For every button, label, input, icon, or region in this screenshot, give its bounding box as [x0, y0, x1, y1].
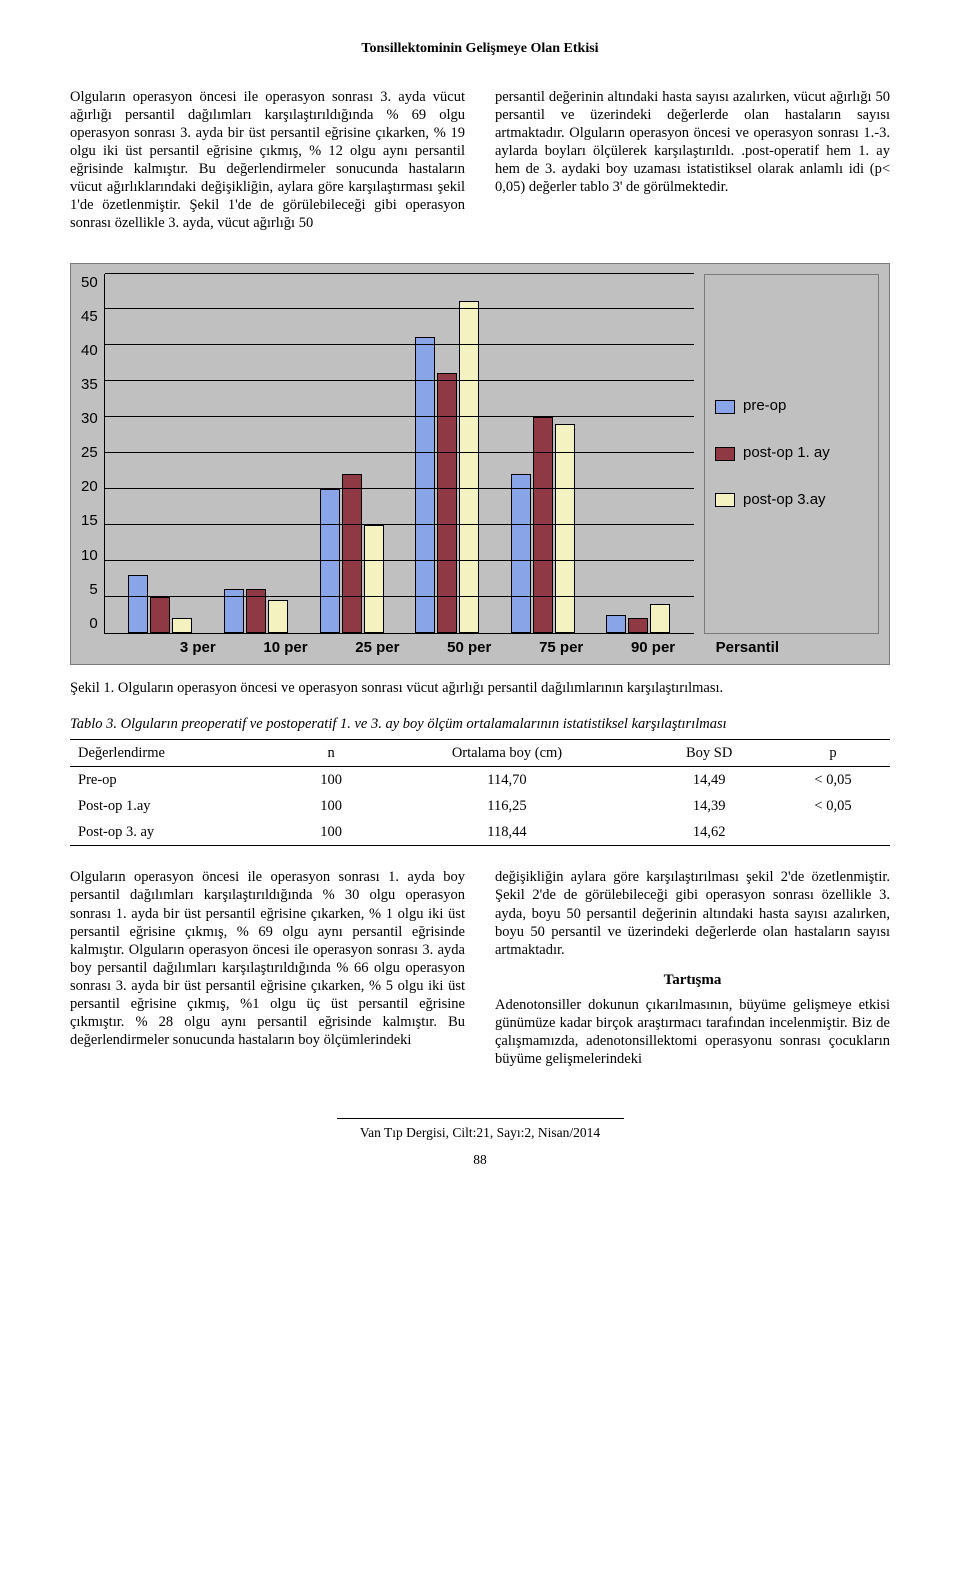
top-para-left: Olguların operasyon öncesi ile operasyon… [70, 88, 465, 233]
bottom-paragraph-block: Olguların operasyon öncesi ile operasyon… [70, 868, 890, 1068]
table-cell: 114,70 [372, 766, 643, 793]
y-tick: 10 [81, 547, 98, 566]
table-cell: 14,62 [642, 819, 776, 846]
table-3-caption: Tablo 3. Olguların preoperatif ve postop… [70, 715, 890, 733]
bar-group [320, 474, 384, 632]
legend-label: pre-op [743, 397, 786, 416]
bar-post-op-3ay [268, 600, 288, 632]
bar-post-op-1ay [437, 373, 457, 632]
y-axis-ticks: 50454035302520151050 [81, 274, 104, 634]
bottom-para-right-2: Adenotonsiller dokunun çıkarılmasının, b… [495, 996, 890, 1069]
section-title-tartisma: Tartışma [495, 971, 890, 990]
bar-post-op-3ay [364, 525, 384, 633]
bar-post-op-1ay [628, 618, 648, 632]
legend-label: post-op 1. ay [743, 444, 830, 463]
table-body: Pre-op100114,7014,49< 0,05Post-op 1.ay10… [70, 766, 890, 845]
legend-item: post-op 3.ay [715, 491, 868, 510]
y-tick: 50 [81, 274, 98, 293]
table-row: Post-op 3. ay100118,4414,62 [70, 819, 890, 846]
bar-group [606, 604, 670, 633]
x-axis-labels: 3 per 10 per 25 per 50 per 75 per 90 per [156, 639, 699, 658]
top-para-right: persantil değerinin altındaki hasta sayı… [495, 88, 890, 197]
x-tick-label: 75 per [539, 639, 583, 658]
legend-swatch [715, 493, 735, 507]
y-tick: 35 [81, 376, 98, 395]
chart-plot-area [104, 274, 694, 634]
table-row: Post-op 1.ay100116,2514,39< 0,05 [70, 793, 890, 819]
legend-label: post-op 3.ay [743, 491, 826, 510]
table-row: Pre-op100114,7014,49< 0,05 [70, 766, 890, 793]
bar-post-op-3ay [172, 618, 192, 632]
legend-item: post-op 1. ay [715, 444, 868, 463]
table-cell: < 0,05 [776, 793, 890, 819]
x-tick-label: 25 per [355, 639, 399, 658]
chart-legend: pre-op post-op 1. ay post-op 3.ay [704, 274, 879, 634]
table-cell: 100 [291, 819, 372, 846]
y-tick: 40 [81, 342, 98, 361]
table-col-header: Boy SD [642, 739, 776, 766]
x-tick-label: 90 per [631, 639, 675, 658]
footer-text: Van Tıp Dergisi, Cilt:21, Sayı:2, Nisan/… [70, 1125, 890, 1142]
table-cell [776, 819, 890, 846]
legend-item: pre-op [715, 397, 868, 416]
legend-swatch [715, 400, 735, 414]
y-tick: 20 [81, 478, 98, 497]
bar-group [128, 575, 192, 633]
bar-post-op-3ay [650, 604, 670, 633]
table-col-header: p [776, 739, 890, 766]
table-cell: Post-op 3. ay [70, 819, 291, 846]
y-tick: 0 [89, 615, 97, 634]
y-tick: 45 [81, 308, 98, 327]
bar-group [415, 301, 479, 632]
x-tick-label: 50 per [447, 639, 491, 658]
table-cell: 14,49 [642, 766, 776, 793]
y-tick: 15 [81, 512, 98, 531]
table-cell: Pre-op [70, 766, 291, 793]
table-cell: 116,25 [372, 793, 643, 819]
table-cell: 100 [291, 766, 372, 793]
bar-pre-op [511, 474, 531, 632]
y-tick: 30 [81, 410, 98, 429]
bottom-para-right-1: değişikliğin aylara göre karşılaştırılma… [495, 868, 890, 959]
x-tick-label: 3 per [180, 639, 216, 658]
x-axis-title: Persantil [716, 639, 779, 658]
bar-post-op-1ay [150, 597, 170, 633]
legend-swatch [715, 447, 735, 461]
page-header-title: Tonsillektominin Gelişmeye Olan Etkisi [70, 40, 890, 58]
bar-pre-op [415, 337, 435, 632]
bar-post-op-3ay [459, 301, 479, 632]
table-3: DeğerlendirmenOrtalama boy (cm)Boy SDp P… [70, 739, 890, 847]
page-footer: Van Tıp Dergisi, Cilt:21, Sayı:2, Nisan/… [70, 1118, 890, 1169]
bar-post-op-1ay [342, 474, 362, 632]
table-cell: Post-op 1.ay [70, 793, 291, 819]
table-cell: 14,39 [642, 793, 776, 819]
y-tick: 25 [81, 444, 98, 463]
page-number: 88 [70, 1152, 890, 1169]
bar-post-op-3ay [555, 424, 575, 633]
table-col-header: Değerlendirme [70, 739, 291, 766]
table-cell: 100 [291, 793, 372, 819]
x-tick-label: 10 per [263, 639, 307, 658]
y-tick: 5 [89, 581, 97, 600]
bar-pre-op [606, 615, 626, 633]
top-paragraph-block: Olguların operasyon öncesi ile operasyon… [70, 88, 890, 233]
bar-pre-op [128, 575, 148, 633]
table-cell: < 0,05 [776, 766, 890, 793]
table-cell: 118,44 [372, 819, 643, 846]
table-header-row: DeğerlendirmenOrtalama boy (cm)Boy SDp [70, 739, 890, 766]
table-col-header: Ortalama boy (cm) [372, 739, 643, 766]
bottom-para-left: Olguların operasyon öncesi ile operasyon… [70, 868, 465, 1049]
figure-1-caption: Şekil 1. Olguların operasyon öncesi ve o… [70, 679, 890, 697]
figure-1-chart: % 50454035302520151050 pre-oppost-op 1. … [70, 263, 890, 665]
table-col-header: n [291, 739, 372, 766]
